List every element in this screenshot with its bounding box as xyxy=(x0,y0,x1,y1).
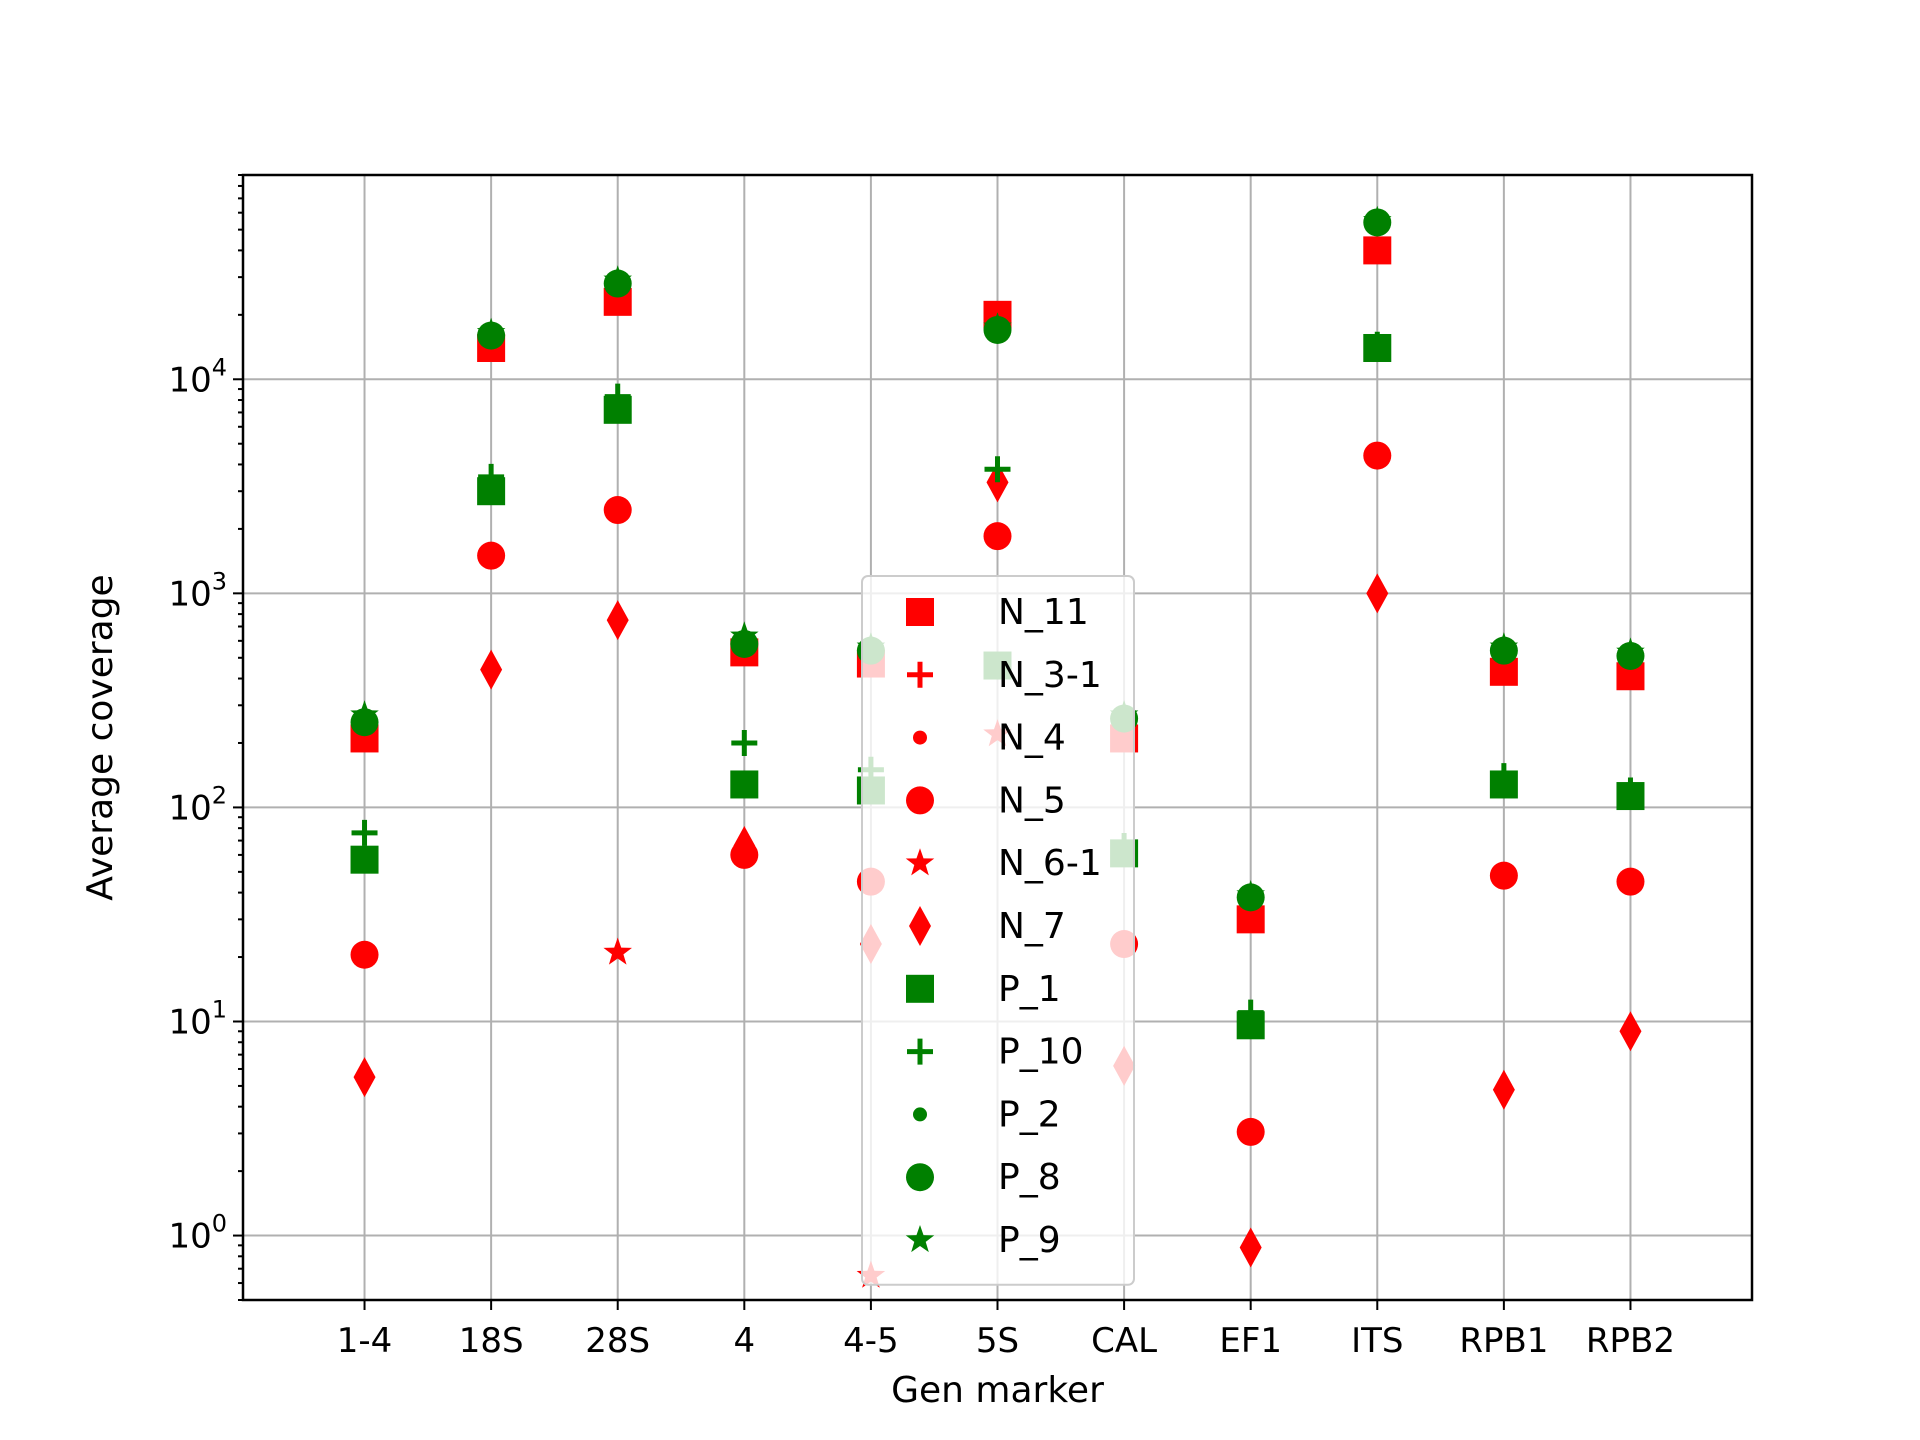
data-point xyxy=(1617,777,1644,804)
data-point xyxy=(604,383,631,410)
x-tick-label: 18S xyxy=(459,1321,524,1361)
data-point xyxy=(1237,999,1264,1026)
data-point xyxy=(984,456,1011,483)
legend-label: N_4 xyxy=(998,718,1066,759)
data-point xyxy=(1363,441,1392,470)
data-point xyxy=(1236,1117,1265,1146)
data-point xyxy=(477,541,506,570)
data-point xyxy=(983,312,1012,340)
legend-label: N_7 xyxy=(998,906,1066,947)
x-tick-label: 4-5 xyxy=(843,1321,899,1361)
legend-entry: N_6-1 xyxy=(905,843,1102,884)
legend-entry: P_1 xyxy=(906,969,1061,1010)
legend-entry: P_8 xyxy=(906,1157,1061,1198)
legend: N_11 N_3-1 N_4 N_5 N_6-1 N_7 P_1 P_10 P_2 P_8 P_9 xyxy=(861,575,1135,1286)
data-point xyxy=(1492,1069,1515,1110)
data-point xyxy=(1490,763,1517,790)
data-point xyxy=(1616,867,1645,896)
legend-entry: N_5 xyxy=(906,780,1066,821)
data-point xyxy=(731,729,758,756)
data-point xyxy=(606,600,629,641)
x-tick-label: 1-4 xyxy=(337,1321,393,1361)
series-N_7 xyxy=(353,462,1642,1268)
legend-marker xyxy=(906,1163,934,1192)
data-point xyxy=(730,621,759,649)
data-point xyxy=(350,940,379,969)
data-point xyxy=(733,826,756,867)
legend-label: P_2 xyxy=(998,1094,1061,1135)
y-tick-label: 103 xyxy=(168,567,227,614)
legend-entry: P_2 xyxy=(913,1094,1061,1135)
data-point xyxy=(480,649,503,690)
data-point xyxy=(1366,573,1389,614)
data-point xyxy=(603,496,632,525)
y-axis-label: Average coverage xyxy=(80,574,121,900)
legend-label: N_3-1 xyxy=(998,655,1102,696)
legend-entry: N_3-1 xyxy=(907,655,1102,696)
legend-label: P_9 xyxy=(998,1220,1061,1261)
legend-label: N_11 xyxy=(998,592,1089,633)
y-tick-label: 102 xyxy=(168,781,227,828)
data-point xyxy=(1363,205,1392,233)
legend-marker xyxy=(905,1225,935,1253)
legend-entry: P_10 xyxy=(907,1032,1084,1073)
legend-label: P_8 xyxy=(998,1157,1061,1198)
data-point xyxy=(1616,637,1645,665)
legend-box xyxy=(861,575,1135,1286)
legend-marker xyxy=(907,661,933,688)
legend-marker xyxy=(906,974,934,1003)
data-point xyxy=(1489,632,1519,660)
y-tick-label: 100 xyxy=(168,1210,227,1257)
x-tick-label: 5S xyxy=(976,1321,1019,1361)
x-tick-label: CAL xyxy=(1091,1321,1157,1361)
ticks-layer: 1-4 18S 28S 4 4-5 5S CAL EF1 ITS RPB1 RPB2 100 101 10… xyxy=(168,174,1675,1361)
data-point xyxy=(476,317,506,345)
data-point xyxy=(986,462,1009,503)
data-point xyxy=(1363,236,1392,265)
legend-marker xyxy=(905,848,935,876)
x-axis-label: Gen marker xyxy=(891,1370,1104,1411)
legend-marker xyxy=(906,598,934,626)
y-tick-label: 101 xyxy=(168,995,227,1042)
data-point xyxy=(1619,1011,1642,1052)
data-point xyxy=(478,463,505,490)
x-tick-label: EF1 xyxy=(1219,1321,1282,1361)
legend-marker xyxy=(909,906,931,946)
legend-entry: N_7 xyxy=(909,906,1066,947)
legend-label: N_5 xyxy=(998,780,1066,821)
x-tick-label: RPB1 xyxy=(1459,1321,1548,1361)
data-point xyxy=(730,770,759,799)
data-point xyxy=(603,937,632,965)
data-point xyxy=(353,1057,376,1098)
data-point xyxy=(1236,879,1265,908)
legend-marker xyxy=(913,730,927,745)
legend-entry: P_9 xyxy=(905,1220,1061,1261)
legend-marker xyxy=(913,1107,927,1122)
legend-marker xyxy=(906,786,934,815)
data-point xyxy=(350,845,379,874)
data-point xyxy=(1489,861,1518,890)
legend-marker xyxy=(907,1038,933,1065)
legend-label: P_10 xyxy=(998,1032,1084,1073)
legend-entry: N_4 xyxy=(913,718,1066,759)
data-point xyxy=(1239,1227,1262,1268)
data-point xyxy=(603,265,632,293)
x-tick-label: ITS xyxy=(1351,1321,1403,1361)
x-tick-label: 28S xyxy=(585,1321,650,1361)
data-point xyxy=(983,522,1012,551)
data-point xyxy=(350,700,379,728)
data-point xyxy=(351,819,378,846)
legend-label: P_1 xyxy=(998,969,1061,1010)
legend-label: N_6-1 xyxy=(998,843,1102,884)
x-tick-label: RPB2 xyxy=(1586,1321,1675,1361)
x-tick-label: 4 xyxy=(733,1321,755,1361)
y-tick-label: 104 xyxy=(168,353,227,400)
data-point xyxy=(1364,331,1391,358)
legend-entry: N_11 xyxy=(906,592,1089,633)
